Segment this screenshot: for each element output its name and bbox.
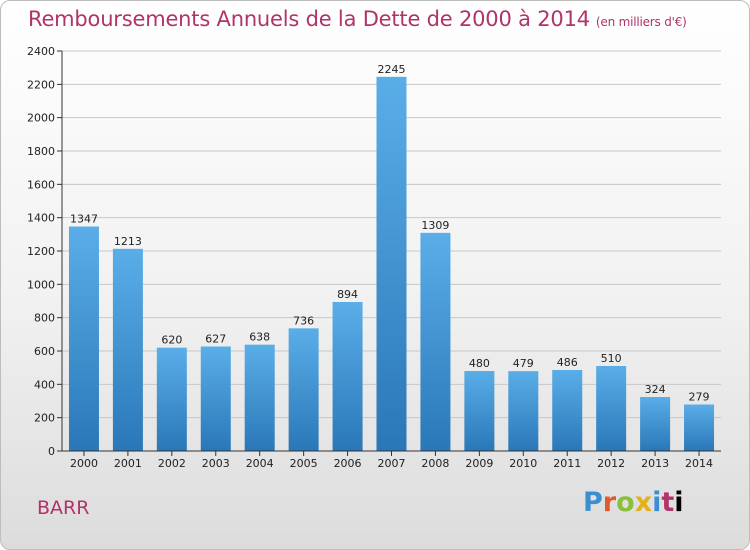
bar (464, 371, 495, 451)
chart-subtitle: (en milliers d'€) (595, 15, 687, 29)
logo-letter: i (674, 487, 684, 518)
y-axis: 0 200 400 600 800 1000 1200 1400 1600 1800 2000 220… (27, 45, 63, 458)
y-tick-label: 2400 (27, 45, 55, 58)
y-tick-label: 1200 (27, 245, 55, 258)
data-label: 479 (513, 357, 534, 370)
logo-letter: r (602, 487, 617, 518)
data-label: 638 (249, 331, 270, 344)
bar (244, 344, 275, 451)
y-tick-label: 1000 (27, 278, 55, 291)
bar (596, 366, 627, 451)
chart-title: Remboursements Annuels de la Dette de 20… (28, 7, 687, 31)
logo-letter: t (661, 487, 675, 518)
bar (200, 346, 231, 451)
x-tick-label: 2010 (509, 457, 537, 470)
y-tick-label: 200 (34, 412, 55, 425)
x-tick-label: 2005 (290, 457, 318, 470)
y-tick-label: 2000 (27, 112, 55, 125)
y-tick-label: 1800 (27, 145, 55, 158)
x-tick-label: 2009 (465, 457, 493, 470)
data-label: 627 (205, 333, 226, 346)
x-axis: 2000 2001 2002 2003 2004 2005 2006 2007 2008 2009… (62, 450, 721, 470)
bar (376, 76, 407, 451)
y-tick-label: 600 (34, 345, 55, 358)
data-label: 1347 (70, 213, 98, 226)
y-tick-label: 400 (34, 378, 55, 391)
y-tick-label: 1600 (27, 178, 55, 191)
x-tick-label: 2002 (158, 457, 186, 470)
data-label: 510 (601, 352, 622, 365)
logo-letter: x (634, 487, 653, 518)
data-label: 736 (293, 314, 314, 327)
x-tick-label: 2004 (246, 457, 274, 470)
data-label: 279 (689, 391, 710, 404)
x-tick-label: 2014 (685, 457, 713, 470)
chart-title-text: Remboursements Annuels de la Dette de 20… (28, 7, 590, 31)
bar (156, 347, 187, 451)
x-tick-label: 2007 (378, 457, 406, 470)
logo-letter: i (652, 487, 662, 518)
x-tick-label: 2000 (70, 457, 98, 470)
data-label: 2245 (378, 63, 406, 76)
data-label: 486 (557, 356, 578, 369)
x-tick-label: 2008 (421, 457, 449, 470)
bar (288, 328, 319, 451)
x-tick-label: 2011 (553, 457, 581, 470)
y-tick-label: 0 (48, 445, 55, 458)
town-name: BARR (37, 497, 90, 519)
data-label: 1309 (421, 219, 449, 232)
y-tick-label: 800 (34, 312, 55, 325)
proxiti-logo: Proxiti (583, 487, 684, 518)
bar (640, 397, 671, 451)
x-tick-label: 2006 (334, 457, 362, 470)
x-tick-label: 2013 (641, 457, 669, 470)
y-tick-label: 2200 (27, 78, 55, 91)
x-tick-label: 2003 (202, 457, 230, 470)
logo-letter: o (616, 487, 635, 518)
logo-letter: P (583, 487, 603, 518)
data-label: 620 (161, 334, 182, 347)
x-tick-label: 2012 (597, 457, 625, 470)
x-tick-label: 2001 (114, 457, 142, 470)
bar (508, 371, 539, 451)
data-label: 480 (469, 357, 490, 370)
bar (684, 404, 715, 451)
bar (332, 302, 363, 451)
bars: 1347 1213 620 627 638 736 894 2245 1309 480 479 486… (68, 63, 715, 451)
bar (420, 232, 451, 451)
bar (68, 226, 99, 451)
bar (112, 248, 143, 451)
y-tick-label: 1400 (27, 212, 55, 225)
bar (552, 370, 583, 451)
data-label: 1213 (114, 235, 142, 248)
data-label: 324 (645, 383, 666, 396)
data-label: 894 (337, 288, 358, 301)
